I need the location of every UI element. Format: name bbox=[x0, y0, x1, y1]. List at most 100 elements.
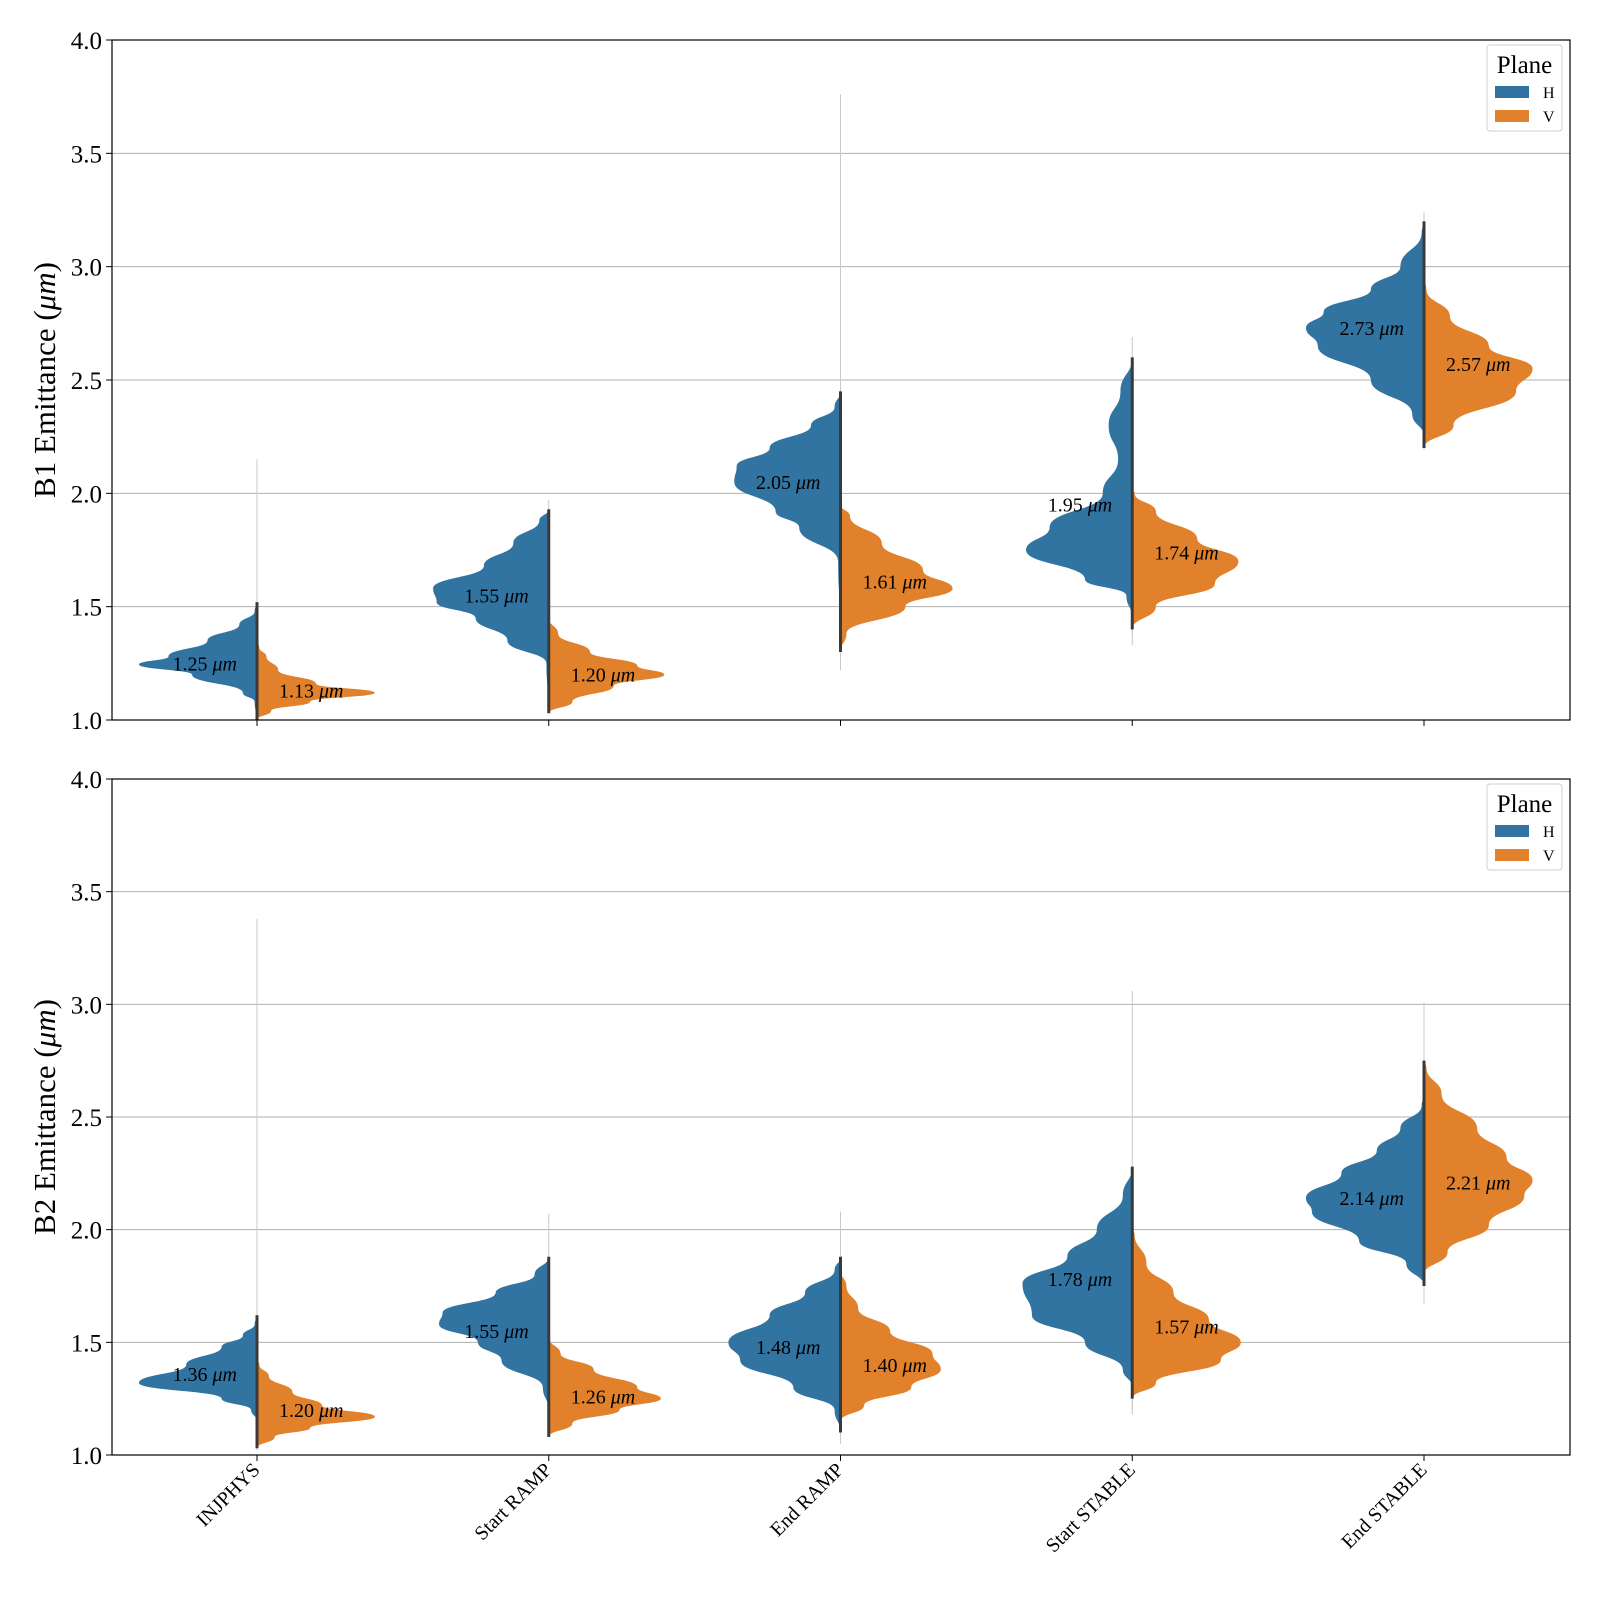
violin-half-h-1 bbox=[439, 1256, 549, 1410]
x-ticks-b2 bbox=[256, 1455, 1425, 1461]
median-unit: μm bbox=[1379, 1188, 1404, 1210]
violin-half-v-3 bbox=[1132, 1229, 1241, 1399]
median-unit: μm bbox=[610, 665, 635, 687]
median-value: 1.40 bbox=[863, 1355, 903, 1377]
median-value: 1.78 bbox=[1048, 1269, 1088, 1291]
violin-half-h-2 bbox=[728, 1256, 841, 1433]
y-tick-label: 1.0 bbox=[71, 708, 102, 735]
median-unit: μm bbox=[902, 1355, 927, 1377]
median-unit: μm bbox=[503, 585, 528, 607]
violin-half-h-3 bbox=[1022, 1166, 1133, 1388]
median-value: 2.05 bbox=[756, 472, 796, 494]
median-unit: μm bbox=[318, 681, 343, 703]
violin-half-h-4 bbox=[1306, 221, 1424, 437]
legend-title: Plane bbox=[1497, 52, 1553, 79]
median-label-v: 1.74 μm bbox=[1154, 542, 1218, 564]
y-tick-label: 2.0 bbox=[71, 481, 102, 508]
violins-b2 bbox=[139, 918, 1533, 1451]
median-unit: μm bbox=[1087, 1269, 1112, 1291]
median-unit: μm bbox=[212, 653, 237, 675]
violin-half-v-1 bbox=[548, 618, 665, 714]
median-value: 2.57 bbox=[1446, 354, 1486, 376]
median-label-h: 1.55 μm bbox=[464, 1321, 528, 1343]
median-label-v: 1.40 μm bbox=[863, 1355, 927, 1377]
median-labels-b2: 1.36 μm1.55 μm1.48 μm1.78 μm2.14 μm1.20 … bbox=[173, 1172, 1511, 1422]
violin-half-v-0 bbox=[257, 1358, 375, 1449]
median-unit: μm bbox=[795, 1337, 820, 1359]
median-value: 1.20 bbox=[571, 665, 611, 687]
median-value: 1.74 bbox=[1154, 542, 1194, 564]
legend-swatch-v bbox=[1495, 110, 1529, 122]
violin-half-h-0 bbox=[139, 1315, 257, 1422]
x-ticks-b1 bbox=[256, 720, 1425, 726]
legend-entry-h: H bbox=[1543, 824, 1555, 841]
y-tick-label: 2.5 bbox=[71, 1105, 102, 1132]
median-unit: μm bbox=[1485, 1172, 1510, 1194]
median-value: 1.13 bbox=[279, 681, 319, 703]
median-unit: μm bbox=[1485, 354, 1510, 376]
y-tick-label: 4.0 bbox=[71, 28, 102, 55]
median-label-v: 2.21 μm bbox=[1446, 1172, 1510, 1194]
median-label-v: 1.57 μm bbox=[1154, 1317, 1218, 1339]
median-value: 1.25 bbox=[173, 653, 213, 675]
median-value: 1.57 bbox=[1154, 1317, 1194, 1339]
median-value: 1.95 bbox=[1048, 495, 1088, 517]
violins-b1 bbox=[139, 94, 1533, 720]
y-tick-label: 3.0 bbox=[71, 255, 102, 282]
y-tick-label: 4.0 bbox=[71, 767, 102, 794]
median-unit: μm bbox=[1193, 542, 1218, 564]
median-label-h: 2.05 μm bbox=[756, 472, 820, 494]
x-tick-labels: INJPHYS Start RAMP End RAMP Start STABLE End… bbox=[192, 1459, 1431, 1557]
violin-half-h-0 bbox=[139, 602, 257, 720]
violin-half-h-1 bbox=[433, 509, 549, 709]
legend-entry-v: V bbox=[1543, 109, 1555, 126]
legend-title: Plane bbox=[1497, 791, 1553, 818]
y-ticks-b2: 1.0 1.5 2.0 2.5 3.0 3.5 4.0 bbox=[71, 767, 112, 1470]
median-value: 2.14 bbox=[1340, 1188, 1380, 1210]
median-label-v: 1.26 μm bbox=[571, 1386, 635, 1408]
median-label-h: 1.48 μm bbox=[756, 1337, 820, 1359]
median-value: 1.61 bbox=[863, 572, 903, 594]
median-value: 1.20 bbox=[279, 1400, 319, 1422]
median-unit: μm bbox=[902, 572, 927, 594]
median-value: 2.21 bbox=[1446, 1172, 1486, 1194]
median-unit: μm bbox=[795, 472, 820, 494]
legend-entry-h: H bbox=[1543, 85, 1555, 102]
panel-b1: 1.25 μm1.55 μm2.05 μm1.95 μm2.73 μm1.13 … bbox=[27, 28, 1571, 735]
y-tick-label: 2.0 bbox=[71, 1218, 102, 1245]
median-unit: μm bbox=[610, 1386, 635, 1408]
violin-half-v-4 bbox=[1424, 278, 1533, 448]
median-label-v: 1.13 μm bbox=[279, 681, 343, 703]
y-tick-label: 3.0 bbox=[71, 992, 102, 1019]
x-tick-label: Start STABLE bbox=[1042, 1459, 1140, 1557]
legend-swatch-h bbox=[1495, 825, 1529, 837]
median-unit: μm bbox=[503, 1321, 528, 1343]
violin-half-h-4 bbox=[1306, 1094, 1424, 1286]
y-axis-label-b2: B2 Emittance (μm) bbox=[27, 999, 62, 1235]
median-value: 1.55 bbox=[464, 1321, 504, 1343]
legend-swatch-v bbox=[1495, 849, 1529, 861]
median-label-h: 1.36 μm bbox=[173, 1364, 237, 1386]
violin-half-h-2 bbox=[734, 391, 841, 630]
median-label-v: 1.61 μm bbox=[863, 572, 927, 594]
violin-half-v-0 bbox=[257, 640, 375, 720]
legend-b1: Plane H V bbox=[1486, 44, 1563, 132]
median-value: 1.55 bbox=[464, 585, 504, 607]
y-ticks-b1: 1.0 1.5 2.0 2.5 3.0 3.5 4.0 bbox=[71, 28, 112, 735]
median-unit: μm bbox=[212, 1364, 237, 1386]
median-label-h: 2.14 μm bbox=[1340, 1188, 1404, 1210]
legend-entry-v: V bbox=[1543, 848, 1555, 865]
median-label-h: 1.95 μm bbox=[1048, 495, 1112, 517]
median-unit: μm bbox=[1087, 495, 1112, 517]
violin-half-v-4 bbox=[1424, 1060, 1533, 1275]
violin-half-v-2 bbox=[840, 504, 953, 652]
x-tick-label: INJPHYS bbox=[192, 1459, 264, 1531]
x-tick-label: Start RAMP bbox=[470, 1459, 556, 1545]
violin-half-v-1 bbox=[548, 1337, 661, 1437]
y-tick-label: 1.5 bbox=[71, 1330, 102, 1357]
median-label-v: 1.20 μm bbox=[571, 665, 635, 687]
median-label-h: 1.25 μm bbox=[173, 653, 237, 675]
median-label-h: 1.55 μm bbox=[464, 585, 528, 607]
median-label-h: 2.73 μm bbox=[1340, 318, 1404, 340]
median-labels-b1: 1.25 μm1.55 μm2.05 μm1.95 μm2.73 μm1.13 … bbox=[173, 318, 1511, 703]
